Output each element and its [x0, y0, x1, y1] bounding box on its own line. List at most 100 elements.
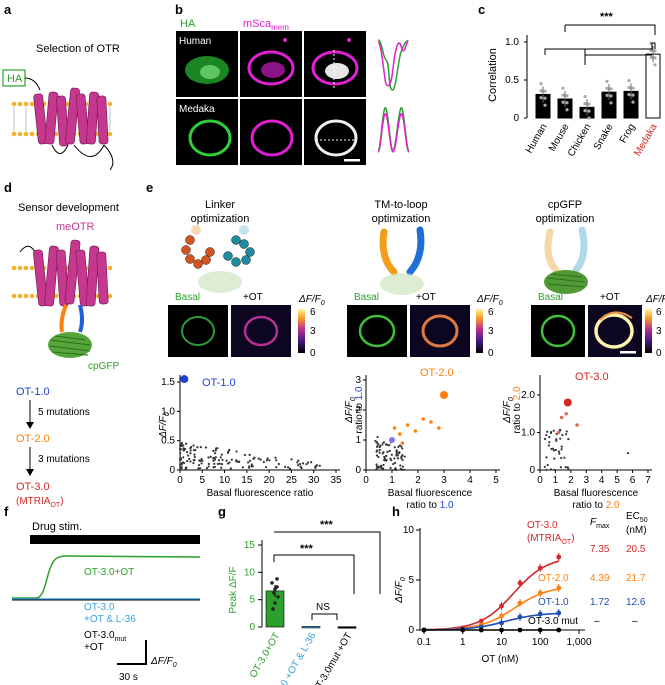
scatter2-point [376, 445, 379, 448]
receptor-helices-a [33, 87, 109, 147]
e-img-basal-3 [531, 305, 585, 357]
panel-c-point [583, 95, 587, 99]
panel-h-xlabel: OT (nM) [481, 654, 518, 665]
scatter3-point-red [559, 415, 564, 420]
scatter1-point [225, 459, 228, 462]
panel-h: ΔF/F0 0.1 1 10 100 1,000 0 5 10 OT (nM) OT-3.0 … [394, 511, 648, 665]
panel-label-g: g [218, 504, 226, 519]
scatter3-xtick: 0 [537, 475, 543, 486]
scatter2-point [385, 454, 388, 457]
panel-c-signif: *** [600, 11, 614, 23]
scatter2-xlabel: Basal fluorescence [388, 488, 473, 499]
scatter3-point [543, 437, 547, 441]
f-label-ot3-ot: OT-3.0+OT [84, 567, 134, 578]
panel-g-ylabel: Peak ΔF/F [228, 566, 239, 613]
panel-c-bracket-long [544, 42, 656, 55]
e-cbar-tick-0-1: 0 [310, 348, 316, 359]
e-cbar-tick-0-2: 0 [488, 348, 494, 359]
scatter2-point [401, 468, 404, 471]
e-cbar-tick-6-1: 6 [310, 307, 316, 318]
panel-h-point [478, 618, 484, 624]
e-title-1b: optimization [191, 213, 250, 225]
scatter1-annot: OT-1.0 [202, 377, 236, 389]
scatter1-point [205, 467, 209, 470]
scatter3-point [564, 466, 567, 469]
scatter3-point-red [556, 430, 561, 435]
scatter3-xlabel: Basal fluorescence [554, 488, 639, 499]
h-fmax-mut: – [594, 616, 600, 627]
panel-label-e: e [146, 180, 153, 195]
panel-g-bar [301, 626, 321, 629]
scatter2-point [393, 446, 396, 449]
scatter2-ytick: 1 [355, 435, 361, 446]
scatter1-point [214, 449, 217, 452]
scatter1-xtick: 20 [264, 475, 276, 486]
scatter1-point [198, 467, 202, 470]
panel-label-b: b [175, 2, 183, 17]
panel-g-signif-1: *** [300, 543, 314, 555]
scatter1-point [214, 456, 217, 459]
panel-h-xtick: 100 [532, 637, 549, 648]
e-img-ot-1 [231, 305, 291, 357]
scatter2-ylabel: ΔF/F0 [344, 397, 357, 424]
line-profile-human [377, 39, 409, 91]
scatter2-point [396, 457, 400, 460]
scatter2-point [376, 449, 379, 452]
panel-h-xtick: 1,000 [566, 637, 591, 648]
scatter1-point [265, 459, 269, 462]
drug-stim-label: Drug stim. [32, 521, 82, 533]
panel-c-point [605, 79, 609, 84]
scatter1-point [310, 461, 313, 464]
e-cbar-tick-0-3: 0 [656, 348, 662, 359]
scatter1-xtick: 15 [241, 475, 253, 486]
panel-h-xtick: 1 [460, 637, 466, 648]
e-basal-2: Basal [354, 292, 379, 303]
scatter2-point [386, 443, 389, 446]
h-header-ec50: EC50 [626, 511, 648, 524]
scatter1-point [199, 446, 202, 449]
scatter1-point [251, 465, 254, 468]
scatter1-point [216, 462, 219, 466]
drug-stim-bar [30, 535, 200, 544]
panel-g-ytick: 0 [249, 622, 255, 633]
scatter1-point [213, 452, 217, 455]
scatter1-point [192, 461, 195, 465]
scatter2-point [381, 452, 384, 455]
panel-c-ytick-1: 0.5 [505, 75, 519, 86]
scatter2-annot: OT-2.0 [420, 367, 454, 379]
scatter2-point [389, 466, 392, 470]
scatter2-point-orange [437, 426, 441, 430]
scatter1-point [275, 459, 278, 462]
panel-label-a: a [4, 2, 12, 17]
panel-c-point [627, 93, 631, 97]
e-cbar-tick-3-3: 3 [656, 326, 662, 337]
scatter3-point [553, 468, 557, 472]
scatter1-point [193, 459, 196, 462]
scatter3-point [564, 433, 568, 436]
e-cbar-3 [645, 309, 652, 353]
scatter2-point [389, 457, 392, 460]
h-fmax-ot2: 4.39 [590, 573, 610, 584]
scatter2-point [375, 467, 378, 471]
scatter2-point [375, 454, 379, 457]
panel-c-point [627, 86, 631, 90]
panel-c-point [609, 94, 613, 98]
panel-c-point [561, 93, 565, 97]
scatter1-point [221, 458, 224, 462]
scatter1-point [290, 458, 293, 461]
scatter2-point [382, 463, 385, 467]
scatter1-point [262, 460, 265, 464]
panel-h-point [460, 627, 466, 633]
scatter3-ytick: 0 [529, 465, 535, 476]
scatter1-point [193, 453, 196, 456]
scatter1-point [216, 447, 219, 450]
scatter3-point [546, 430, 549, 433]
scatter1-point [241, 466, 244, 469]
panel-d: Sensor development meOTR cpGFP OT-1.0 [11, 202, 119, 509]
e-cbar-1 [298, 309, 305, 353]
scatter1-point [307, 461, 310, 464]
scatter1-point [257, 457, 260, 460]
scatter2-point [395, 449, 398, 452]
scatter2-ref [389, 437, 395, 443]
e-plusot-1: +OT [243, 292, 263, 303]
